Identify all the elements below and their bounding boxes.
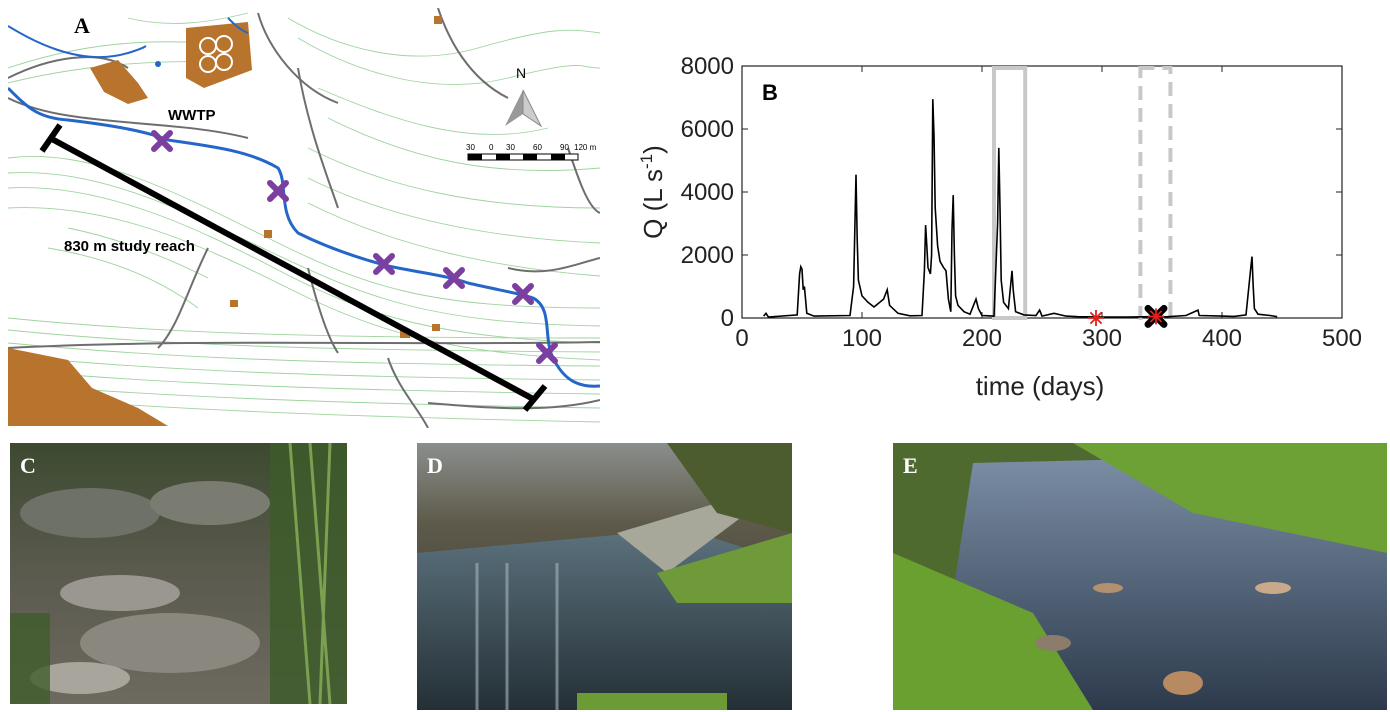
- x-tick-label-0: 0: [735, 325, 748, 352]
- svg-text:60: 60: [533, 143, 542, 152]
- chart-series: [762, 99, 1278, 318]
- photo-d-wwtp-outfall: D: [417, 443, 792, 710]
- y-tick-label-1: 2000: [681, 242, 734, 269]
- panel-label-b: B: [762, 80, 778, 105]
- x-tick-label-5: 500: [1322, 325, 1362, 352]
- marker-red-asterisk: [1088, 310, 1104, 326]
- svg-text:30: 30: [506, 143, 515, 152]
- panel-label-e: E: [903, 453, 918, 478]
- wwtp-label: WWTP: [168, 107, 215, 124]
- svg-text:0: 0: [489, 143, 494, 152]
- x-tick-label-3: 300: [1082, 325, 1122, 352]
- highlight-boxes: [992, 66, 1173, 320]
- highlight-box-1: [1138, 66, 1173, 320]
- north-arrow-icon: N: [505, 65, 543, 128]
- sampling-site-markers: [151, 130, 558, 364]
- y-tick-label-3: 6000: [681, 116, 734, 143]
- x-tick-label-1: 100: [842, 325, 882, 352]
- y-axis-label: Q (L s-1): [637, 145, 668, 239]
- photo-e-flowing-stream: E: [893, 443, 1387, 710]
- discharge-chart: 0 100 200 300 400 500 0 2000 4000 6000 8000 B time…: [637, 53, 1362, 401]
- x-tick-label-2: 200: [962, 325, 1002, 352]
- series-line-0: [762, 99, 1278, 318]
- chart-axes: 0 100 200 300 400 500 0 2000 4000 6000 8000: [681, 53, 1362, 352]
- highlight-box-0: [992, 66, 1028, 320]
- discharge-chart-panel: 0 100 200 300 400 500 0 2000 4000 6000 8000 B time…: [620, 40, 1380, 420]
- marker-black-x-with-red-asterisk: [1144, 304, 1168, 328]
- tanks: [199, 35, 233, 73]
- svg-text:120 m: 120 m: [574, 143, 597, 152]
- photo-c-dry-streambed: C: [10, 443, 347, 704]
- svg-text:90: 90: [560, 143, 569, 152]
- map-panel: A WWTP 830 m study reach N 30 0 30 60 90…: [6, 7, 601, 429]
- x-tick-label-4: 400: [1202, 325, 1242, 352]
- chart-markers: [1088, 304, 1168, 328]
- y-tick-label-2: 4000: [681, 179, 734, 206]
- site-map: A WWTP 830 m study reach N 30 0 30 60 90…: [6, 7, 601, 429]
- scale-bar: 30 0 30 60 90 120 m: [466, 143, 597, 161]
- panel-label-a: A: [74, 13, 90, 38]
- y-tick-label-0: 0: [721, 305, 734, 332]
- y-tick-label-4: 8000: [681, 53, 734, 80]
- svg-text:N: N: [516, 65, 526, 81]
- panel-label-c: C: [20, 453, 36, 478]
- study-reach-bar: [39, 123, 548, 412]
- study-reach-label: 830 m study reach: [64, 238, 195, 255]
- river: [6, 86, 601, 388]
- x-axis-label: time (days): [976, 371, 1105, 401]
- panel-label-d: D: [427, 453, 443, 478]
- plot-frame: [741, 65, 1343, 319]
- svg-text:30: 30: [466, 143, 475, 152]
